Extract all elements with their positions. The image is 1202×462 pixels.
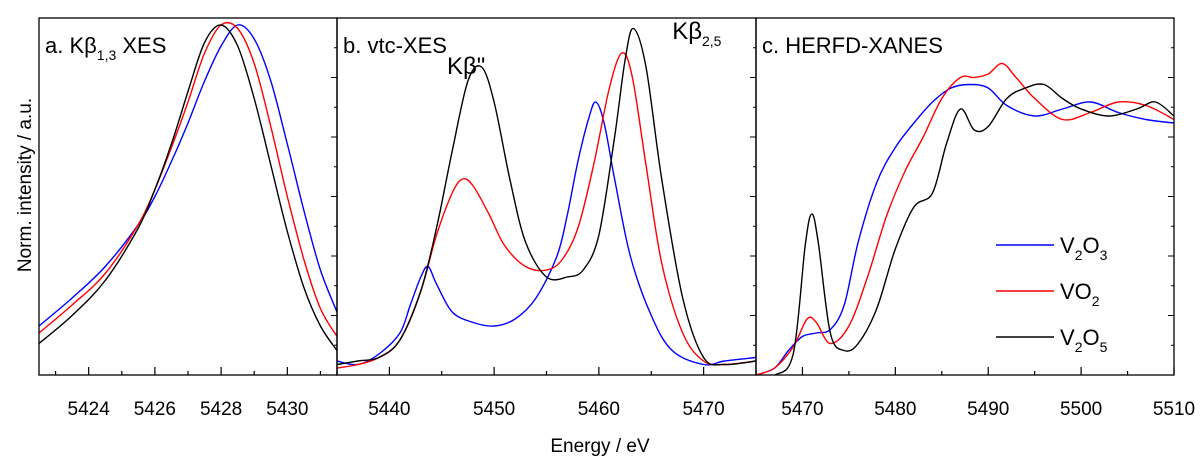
series-line-V2O5 — [756, 83, 1174, 375]
series-line-VO2 — [337, 52, 756, 369]
panel-title: a. Kβ1,3 XES — [45, 33, 166, 63]
panel-frame — [38, 17, 338, 376]
legend-entry-label: V2O3 — [1060, 233, 1108, 263]
series-line-V2O3 — [756, 83, 1174, 375]
y-axis-label: Norm. intensity / a.u. — [15, 98, 36, 272]
legend-sub: 3 — [1100, 247, 1108, 263]
x-tick-label: 5428 — [200, 399, 242, 420]
x-tick-label: 5470 — [781, 399, 823, 420]
legend-sub: 2 — [1075, 247, 1083, 263]
panel-title: b. vtc-XES — [343, 33, 447, 58]
panel-a-series — [39, 21, 337, 351]
peak-label: Kβ2,5 — [672, 18, 721, 49]
x-tick-label: 5500 — [1060, 399, 1102, 420]
peak-label: Kβ" — [447, 53, 485, 80]
panel-title-main: c. HERFD-XANES — [762, 33, 943, 58]
series-line-V2O3 — [39, 24, 337, 327]
legend-entry-label: V2O5 — [1060, 325, 1108, 355]
series-line-VO2 — [39, 21, 337, 337]
x-axis-label: Energy / eV — [550, 436, 650, 457]
x-tick-label: 5470 — [682, 399, 724, 420]
panel-a: 5424 5426 5428 5430 a. Kβ1,3 XES — [38, 17, 338, 420]
series-line-VO2 — [756, 62, 1174, 375]
panel-b-series — [337, 27, 756, 369]
chart-panels: 5424 5426 5428 5430 a. Kβ1,3 XES 5440 5450 5460… — [38, 17, 1195, 420]
legend-base: V — [1060, 325, 1075, 350]
x-tick-label: 5460 — [578, 399, 620, 420]
x-tick-label: 5430 — [266, 399, 308, 420]
x-tick-label: 5450 — [473, 399, 515, 420]
panel-title-subscript: 1,3 — [97, 47, 117, 63]
legend-sub: 5 — [1100, 339, 1108, 355]
legend-mid: O — [1082, 233, 1099, 258]
legend-mid: O — [1082, 325, 1099, 350]
x-tick-label: 5424 — [68, 399, 111, 420]
peak-label-subscript: 2,5 — [702, 33, 722, 49]
legend-entry-label: VO2 — [1060, 279, 1100, 309]
x-tick-label: 5426 — [134, 399, 176, 420]
legend-sub: 2 — [1092, 293, 1100, 309]
panel-frame — [755, 17, 1175, 376]
series-line-V2O3 — [337, 101, 756, 366]
panel-title: c. HERFD-XANES — [762, 33, 943, 58]
panel-title-suffix: XES — [116, 33, 166, 58]
legend-sub: 2 — [1075, 339, 1083, 355]
x-tick-label: 5440 — [368, 399, 410, 420]
peak-label-main: Kβ" — [447, 53, 485, 80]
panel-title-main: b. vtc-XES — [343, 33, 447, 58]
panel-frame — [336, 17, 757, 376]
series-line-V2O5 — [39, 24, 337, 351]
series-line-V2O5 — [337, 27, 756, 366]
x-tick-label: 5490 — [967, 399, 1009, 420]
panel-title-main: a. Kβ — [45, 33, 97, 58]
legend-base: V — [1060, 233, 1075, 258]
legend-base: VO — [1060, 279, 1092, 304]
x-tick-label: 5480 — [874, 399, 916, 420]
x-tick-label: 5510 — [1153, 399, 1195, 420]
peak-label-main: Kβ — [672, 18, 702, 45]
panel-c-series — [756, 62, 1174, 375]
panel-c: 5470 5480 5490 5500 5510 c. HERFD-XANES — [755, 17, 1195, 420]
